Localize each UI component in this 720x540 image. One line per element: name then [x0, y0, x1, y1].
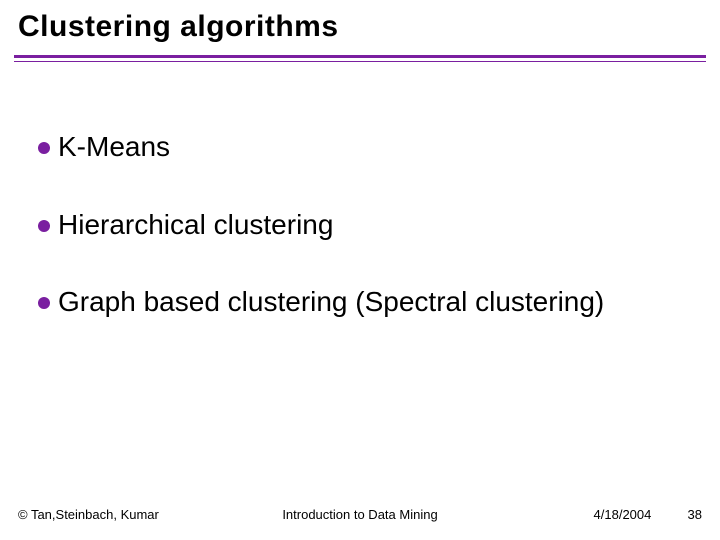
footer: © Tan,Steinbach, Kumar Introduction to D…: [18, 507, 702, 522]
footer-title: Introduction to Data Mining: [282, 507, 437, 522]
footer-gap: [655, 507, 684, 522]
slide-title: Clustering algorithms: [18, 10, 339, 44]
bullet-icon: [38, 142, 50, 154]
list-item-text: K-Means: [58, 130, 170, 164]
title-rule-thin: [14, 61, 706, 62]
bullet-list: K-Means Hierarchical clustering Graph ba…: [38, 130, 660, 319]
list-item-text: Graph based clustering (Spectral cluster…: [58, 285, 604, 319]
slide: Clustering algorithms K-Means Hierarchic…: [0, 0, 720, 540]
bullet-icon: [38, 220, 50, 232]
footer-page-number: 38: [688, 507, 702, 522]
list-item: Graph based clustering (Spectral cluster…: [38, 285, 660, 319]
footer-copyright: © Tan,Steinbach, Kumar: [18, 507, 159, 522]
footer-right-group: 4/18/2004 38: [594, 507, 702, 522]
list-item-text: Hierarchical clustering: [58, 208, 333, 242]
list-item: K-Means: [38, 130, 660, 164]
footer-date: 4/18/2004: [594, 507, 652, 522]
list-item: Hierarchical clustering: [38, 208, 660, 242]
bullet-icon: [38, 297, 50, 309]
title-rule-thick: [14, 55, 706, 58]
title-rule: [14, 55, 706, 62]
